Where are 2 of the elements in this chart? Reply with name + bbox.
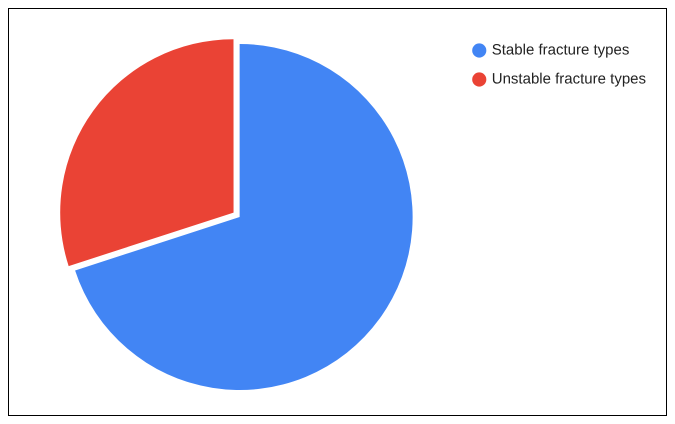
legend-label: Unstable fracture types — [492, 70, 646, 88]
legend-label: Stable fracture types — [492, 42, 630, 59]
